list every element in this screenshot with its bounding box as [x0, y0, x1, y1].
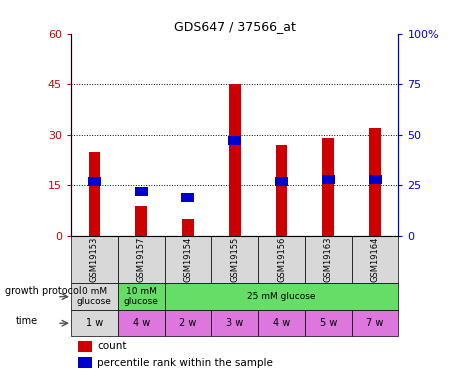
Bar: [352, 310, 398, 336]
Text: 2 w: 2 w: [179, 318, 196, 328]
Bar: [181, 193, 195, 202]
Text: count: count: [97, 341, 127, 351]
Bar: [228, 136, 241, 146]
Text: 1 w: 1 w: [86, 318, 103, 328]
Bar: [164, 284, 398, 310]
Text: GSM19157: GSM19157: [136, 237, 146, 282]
Bar: [118, 310, 164, 336]
Text: 7 w: 7 w: [366, 318, 384, 328]
Text: 3 w: 3 w: [226, 318, 243, 328]
Bar: [135, 187, 148, 196]
Text: GSM19155: GSM19155: [230, 237, 239, 282]
Text: GSM19164: GSM19164: [371, 237, 380, 282]
Bar: [211, 236, 258, 284]
Bar: [369, 128, 381, 236]
Text: 4 w: 4 w: [273, 318, 290, 328]
Text: 0 mM
glucose: 0 mM glucose: [77, 287, 112, 306]
Text: time: time: [16, 316, 38, 326]
Bar: [135, 206, 147, 236]
Bar: [322, 175, 335, 184]
Bar: [71, 236, 118, 284]
Bar: [229, 84, 240, 236]
Bar: [71, 310, 118, 336]
Bar: [352, 236, 398, 284]
Bar: [211, 310, 258, 336]
Text: GSM19156: GSM19156: [277, 237, 286, 282]
Text: 5 w: 5 w: [320, 318, 337, 328]
Bar: [88, 152, 100, 236]
Bar: [71, 284, 118, 310]
Text: growth protocol: growth protocol: [5, 286, 81, 296]
Bar: [118, 236, 164, 284]
Bar: [276, 145, 287, 236]
Text: percentile rank within the sample: percentile rank within the sample: [97, 358, 273, 368]
Bar: [305, 236, 352, 284]
Text: GSM19163: GSM19163: [324, 237, 333, 282]
Bar: [182, 219, 194, 236]
Bar: [258, 236, 305, 284]
Text: 10 mM
glucose: 10 mM glucose: [124, 287, 158, 306]
Bar: [118, 284, 164, 310]
Bar: [77, 341, 92, 352]
Bar: [164, 310, 211, 336]
Bar: [77, 357, 92, 369]
Bar: [258, 310, 305, 336]
Text: GSM19154: GSM19154: [184, 237, 192, 282]
Text: 4 w: 4 w: [132, 318, 150, 328]
Text: 25 mM glucose: 25 mM glucose: [247, 292, 316, 301]
Bar: [305, 310, 352, 336]
Bar: [322, 138, 334, 236]
Bar: [369, 175, 382, 184]
Bar: [88, 177, 101, 186]
Title: GDS647 / 37566_at: GDS647 / 37566_at: [174, 20, 296, 33]
Bar: [164, 236, 211, 284]
Bar: [275, 177, 288, 186]
Text: GSM19153: GSM19153: [90, 237, 99, 282]
